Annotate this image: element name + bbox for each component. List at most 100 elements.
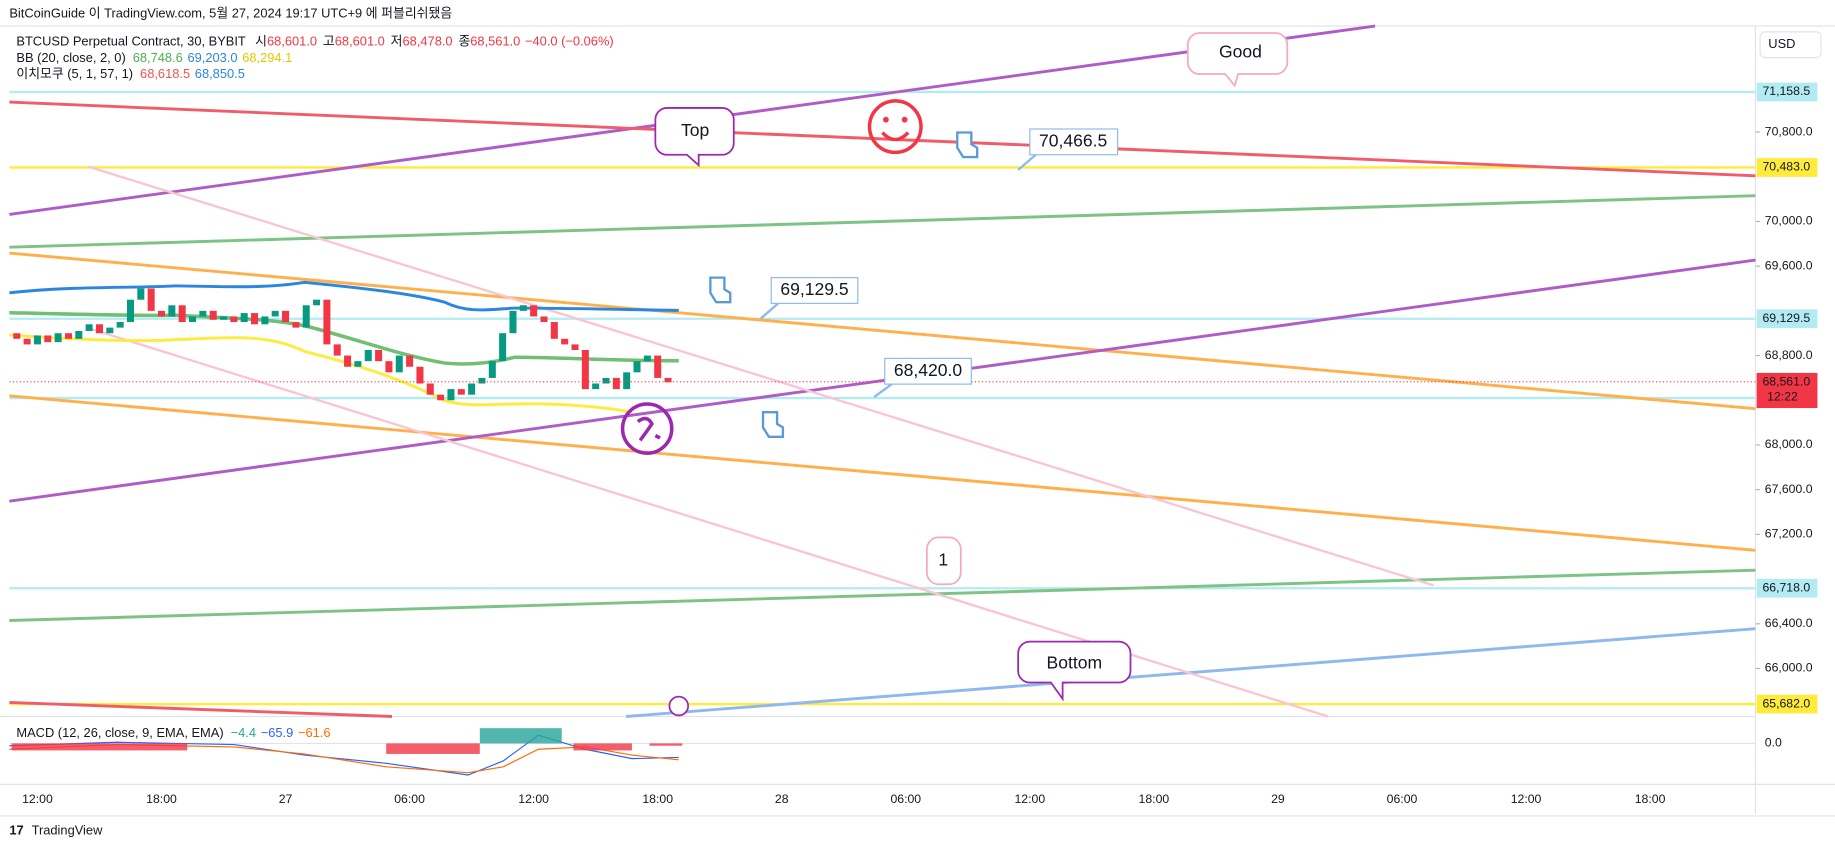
smiley-mouth <box>881 131 910 142</box>
time-label: 06:00 <box>394 792 425 806</box>
confused-icon <box>620 402 674 455</box>
candle <box>147 288 155 311</box>
time-label: 18:00 <box>1139 792 1170 806</box>
price-tick-label: 66,400.0 <box>1765 616 1813 630</box>
price-tick-label: 66,000.0 <box>1765 661 1813 675</box>
axes: 70,800.0 70,000.0 69,600.0 68,800.0 68,000.0… <box>22 82 1818 806</box>
time-label: 29 <box>1271 792 1285 806</box>
candle <box>292 322 300 328</box>
macd-histogram <box>11 728 683 754</box>
note-bottom: Bottom <box>1047 652 1103 672</box>
levels <box>9 90 1756 706</box>
smiley-eye <box>901 116 908 123</box>
level-tag <box>1756 82 1818 102</box>
candle <box>468 383 476 395</box>
confused-face <box>636 416 661 442</box>
ohlc-key: 시 <box>255 34 267 49</box>
time-label: 12:00 <box>1014 792 1045 806</box>
change: −40.0 (−0.06%) <box>525 34 614 49</box>
histogram-bar <box>479 728 562 744</box>
last-price-label: 68,561.0 <box>1762 375 1810 389</box>
candle <box>623 372 631 390</box>
ohlc-value: 68,601.0 <box>267 34 317 49</box>
ohlc-key: 저 <box>391 34 403 49</box>
candle <box>612 377 620 390</box>
candle <box>437 394 445 401</box>
ohlc-value: 68,561.0 <box>470 34 520 49</box>
time-label: 27 <box>279 792 293 806</box>
bb-name: BB (20, close, 2, 0) <box>16 50 125 65</box>
candle <box>240 313 248 323</box>
level-tag <box>1756 578 1818 598</box>
candle <box>302 305 310 328</box>
candle <box>251 313 259 325</box>
candle <box>643 355 651 362</box>
bubble <box>1186 32 1289 88</box>
bubble <box>925 536 962 586</box>
ichimoku-value: 68,850.5 <box>195 67 245 82</box>
trend-line <box>9 568 1756 622</box>
candle <box>602 377 610 384</box>
time-label: 18:00 <box>146 792 177 806</box>
histogram-bar <box>649 743 683 746</box>
price-tick-label: 67,600.0 <box>1765 482 1813 496</box>
time-label: 18:00 <box>1635 792 1666 806</box>
candle <box>13 333 21 339</box>
candle <box>364 349 372 362</box>
ichimoku-name: 이치모쿠 (5, 1, 57, 1) <box>16 67 133 82</box>
candle <box>126 299 134 323</box>
histogram-bar <box>11 743 188 751</box>
candle <box>581 349 589 390</box>
price-tick-label: 69,600.0 <box>1765 258 1813 272</box>
candle <box>282 310 290 323</box>
candle <box>75 330 83 339</box>
histogram-bar <box>386 743 480 754</box>
candle <box>209 310 217 320</box>
candle <box>157 310 166 317</box>
legend-row: BTCUSD Perpetual Contract, 30, BYBIT 시68,… <box>16 34 613 49</box>
macd-value: −65.9 <box>261 725 294 740</box>
ohlc-value: 68,478.0 <box>403 34 453 49</box>
candle <box>106 327 114 334</box>
trend-line <box>9 258 1756 503</box>
candle <box>395 355 403 373</box>
footer: TradingView <box>32 823 103 838</box>
time-label: 06:00 <box>890 792 921 806</box>
candle <box>178 305 186 323</box>
macd-line <box>9 734 679 776</box>
time-label: 12:00 <box>518 792 549 806</box>
ohlc-key: 고 <box>323 34 335 49</box>
candle <box>519 305 527 311</box>
macd-legend: MACD (12, 26, close, 9, EMA, EMA) −4.4 −65… <box>16 725 330 740</box>
bb-value: 69,203.0 <box>188 50 238 65</box>
candle <box>261 316 269 325</box>
level-tag <box>1756 694 1818 714</box>
candle <box>54 333 62 343</box>
macd-value: −4.4 <box>231 725 256 740</box>
ohlc-key: 종 <box>458 34 470 49</box>
candle <box>478 377 486 384</box>
trend-line <box>9 700 393 718</box>
level-tag <box>1756 158 1818 177</box>
candle <box>592 383 600 390</box>
bb-basis <box>9 310 679 366</box>
price-note-box <box>1029 128 1119 156</box>
candle <box>488 361 496 378</box>
candle <box>189 316 197 323</box>
legend-row: 이치모쿠 (5, 1, 57, 1) 68,618.5 68,850.5 <box>16 67 244 82</box>
level-label: 70,483.0 <box>1762 160 1810 174</box>
currency-button[interactable] <box>1759 31 1822 59</box>
candle <box>137 288 145 300</box>
countdown: 12:22 <box>1767 390 1798 404</box>
candle <box>344 355 352 367</box>
note-top: Top <box>681 120 710 140</box>
macd-value: −61.6 <box>298 725 331 740</box>
trend-line <box>9 251 1756 411</box>
smiley-icon <box>867 99 923 155</box>
trend-line <box>9 194 1756 249</box>
currency[interactable]: USD <box>1768 36 1795 51</box>
level-label: 65,682.0 <box>1762 696 1810 710</box>
level-label: 71,158.5 <box>1762 84 1810 98</box>
